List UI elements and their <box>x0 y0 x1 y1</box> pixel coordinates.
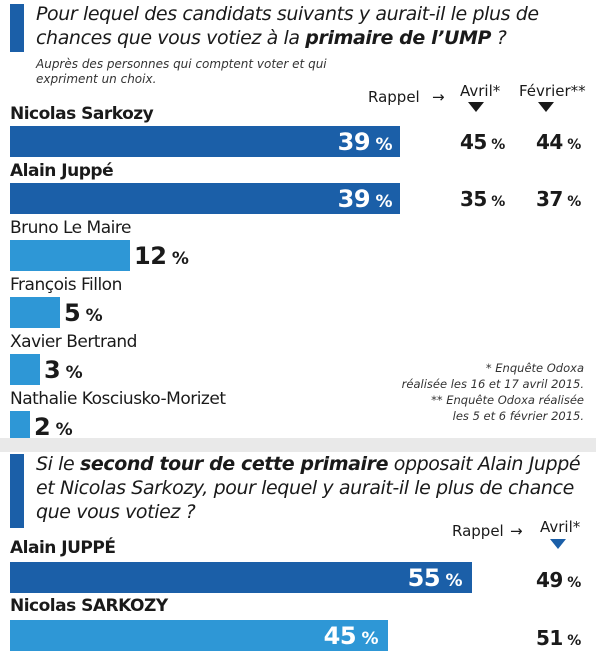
bar-value-label: 3 % <box>44 356 83 384</box>
footnote-line: les 5 et 6 février 2015. <box>452 409 584 423</box>
down-triangle-icon <box>550 539 566 549</box>
bar-value-label: 5 % <box>64 299 103 327</box>
bar-value-label: 12 % <box>134 242 189 270</box>
bar-label: Nicolas Sarkozy <box>10 104 154 124</box>
bar-label: Bruno Le Maire <box>10 218 131 238</box>
footnote-line: * Enquête Odoxa <box>485 361 584 375</box>
fevrier-value: 37 % <box>536 187 581 211</box>
bar <box>10 240 130 271</box>
chart-2-title: Si le second tour de cette primaire oppo… <box>36 453 581 523</box>
avril-value: 45 % <box>460 130 505 154</box>
fevrier-value: 44 % <box>536 130 581 154</box>
bar-label: François Fillon <box>10 275 122 295</box>
avril-header: Avril* <box>540 518 581 536</box>
avril-value: 35 % <box>460 187 505 211</box>
rappel-header: Rappel <box>368 88 420 106</box>
bar-label: Alain Juppé <box>10 161 114 181</box>
bar <box>10 183 400 214</box>
rappel-header: Rappel <box>452 522 504 540</box>
bar <box>10 297 60 328</box>
bar-label: Nathalie Kosciusko-Morizet <box>10 389 226 409</box>
bar-value-label: 55 % <box>407 564 463 592</box>
down-triangle-icon <box>538 102 554 112</box>
chart-panel-1: Pour lequel des candidats suivants y aur… <box>10 3 586 442</box>
chart-panel-2: Si le second tour de cette primaire oppo… <box>0 452 596 652</box>
bar <box>10 620 388 651</box>
bar-value-label: 39 % <box>337 185 393 213</box>
down-triangle-icon <box>468 102 484 112</box>
bar-value-label: 39 % <box>337 128 393 156</box>
bar-label: Alain JUPPÉ <box>10 538 116 558</box>
chart-1-title: Pour lequel des candidats suivants y aur… <box>36 3 539 49</box>
panel-separator <box>0 438 596 452</box>
fevrier-header: Février** <box>519 82 586 100</box>
avril-value: 51 % <box>536 626 581 650</box>
bar <box>10 562 472 593</box>
footnotes: * Enquête Odoxa réalisée les 16 et 17 av… <box>402 360 584 424</box>
avril-value: 49 % <box>536 568 581 592</box>
right-arrow-icon: → <box>432 88 445 106</box>
bar-label: Xavier Bertrand <box>10 332 137 352</box>
right-arrow-icon: → <box>510 522 523 540</box>
bar-value-label: 2 % <box>34 413 73 441</box>
question-accent-bar <box>10 4 24 52</box>
bar <box>10 126 400 157</box>
bar-value-label: 45 % <box>323 622 379 650</box>
bar-label: Nicolas SARKOZY <box>10 596 168 616</box>
footnote-line: réalisée les 16 et 17 avril 2015. <box>401 377 584 391</box>
avril-header: Avril* <box>460 82 501 100</box>
question-accent-bar <box>10 454 24 528</box>
chart-1-subtitle: Auprès des personnes qui comptent voter … <box>36 57 327 86</box>
bar <box>10 411 30 442</box>
footnote-line: ** Enquête Odoxa réalisée <box>431 393 584 407</box>
bar <box>10 354 40 385</box>
